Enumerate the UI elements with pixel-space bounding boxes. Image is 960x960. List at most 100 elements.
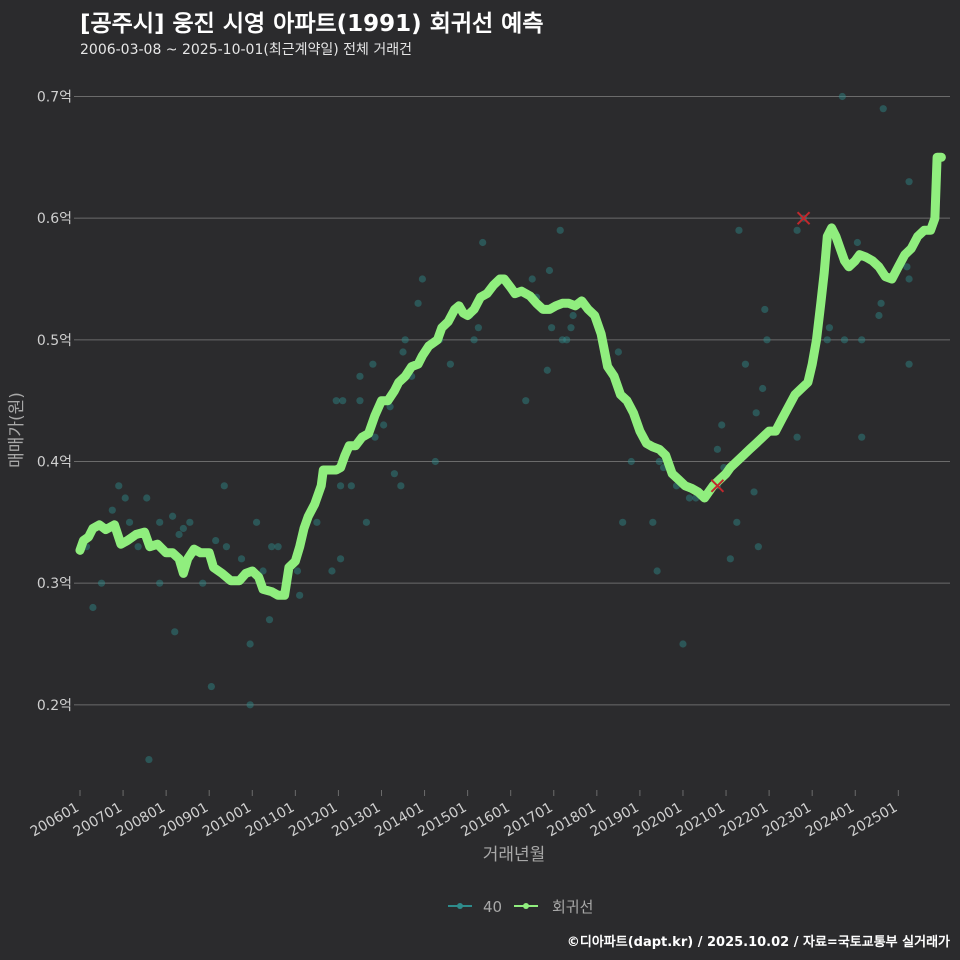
legend-item: 40 (448, 898, 502, 916)
x-tick-label: 201001 (200, 800, 254, 841)
scatter-point (543, 366, 551, 374)
scatter-point (545, 266, 554, 275)
scatter-point (793, 226, 801, 234)
scatter-point (97, 579, 106, 587)
y-axis-label: 매매가(원) (7, 392, 27, 468)
scatter-point (522, 397, 530, 405)
scatter-point (212, 536, 220, 545)
scatter-point (713, 445, 722, 453)
y-axis: 0.2억 0.3억 0.4억 0.5억 0.6억 0.7억 (37, 90, 80, 714)
x-tick-label: 200601 (28, 800, 82, 841)
x-axis-label: 거래년월 (483, 845, 546, 865)
legend-label: 회귀선 (552, 898, 593, 916)
scatter-point (328, 567, 336, 575)
x-tick-label: 202001 (631, 800, 685, 841)
scatter-point (399, 348, 407, 356)
scatter-point (763, 336, 771, 344)
scatter-point (252, 518, 261, 526)
scatter-point (89, 603, 97, 612)
x-tick-label: 202201 (717, 800, 771, 841)
scatter-series (82, 92, 913, 764)
scatter-point (401, 336, 409, 344)
scatter-point (875, 311, 883, 320)
scatter-point (558, 336, 566, 344)
scatter-point (125, 518, 134, 526)
scatter-point (750, 488, 758, 496)
x-tick-label: 201601 (458, 800, 512, 841)
x-tick-label: 202501 (846, 800, 900, 841)
scatter-point (903, 263, 911, 271)
scatter-point (121, 494, 129, 502)
scatter-point (390, 470, 399, 478)
scatter-point (655, 457, 663, 466)
scatter-point (479, 238, 487, 247)
scatter-point (823, 336, 831, 344)
x-marker-stroke (710, 479, 725, 493)
x-tick-label: 202401 (803, 800, 857, 841)
legend-label: 40 (483, 898, 502, 916)
scatter-point (685, 494, 694, 502)
marker-layer (710, 211, 811, 493)
scatter-point (380, 421, 388, 429)
x-tick-label: 201101 (243, 800, 297, 841)
x-marker (710, 479, 725, 493)
scatter-point (397, 482, 405, 490)
grid-layer (80, 96, 950, 706)
scatter-point (336, 482, 345, 490)
scatter-point (339, 397, 347, 405)
scatter-point (793, 433, 801, 441)
scatter-point (115, 482, 123, 490)
scatter-point (246, 701, 254, 709)
scatter-point (293, 567, 302, 575)
scatter-point (556, 226, 564, 234)
scatter-point (879, 105, 887, 113)
scatter-point (679, 640, 687, 648)
legend-item: 회귀선 (514, 898, 593, 916)
scatter-point (858, 433, 866, 441)
x-marker-stroke (796, 211, 811, 225)
scatter-point (156, 518, 164, 526)
scatter-point (179, 524, 187, 533)
scatter-point (446, 360, 454, 368)
scatter-point (145, 755, 153, 764)
scatter-point (877, 299, 885, 307)
legend-swatch-dot (457, 903, 463, 909)
y-tick-label: 0.2억 (37, 698, 72, 714)
scatter-point (431, 457, 439, 466)
scatter-point (347, 482, 355, 490)
scatter-point (222, 543, 231, 551)
scatter-point (362, 518, 371, 526)
scatter-point (569, 311, 577, 320)
y-tick-label: 0.6억 (37, 211, 72, 227)
scatter-point (134, 543, 142, 551)
scatter-point (336, 555, 345, 563)
x-tick-label: 201301 (329, 800, 383, 841)
regression-series (75, 152, 946, 600)
x-tick-label: 200901 (157, 800, 211, 841)
x-tick-label: 201801 (545, 800, 599, 841)
scatter-point (220, 482, 228, 490)
scatter-point (905, 275, 913, 283)
x-tick-label: 200801 (114, 800, 168, 841)
legend: 40 회귀선 (448, 898, 593, 916)
scatter-point (156, 579, 164, 587)
scatter-point (759, 384, 767, 393)
scatter-point (838, 92, 846, 101)
scatter-point (356, 397, 364, 405)
x-tick-label: 201701 (501, 800, 555, 841)
scatter-point (741, 360, 750, 368)
x-tick-label: 202301 (760, 800, 814, 841)
scatter-point (563, 336, 571, 344)
scatter-point (474, 324, 482, 332)
source-caption: ©디아파트(dapt.kr) / 2025.10.02 / 자료=국토교통부 실… (566, 935, 950, 950)
regression-line (75, 152, 946, 600)
scatter-point (199, 579, 207, 587)
x-tick-label: 202101 (674, 800, 728, 841)
scatter-point (470, 336, 478, 344)
scatter-point (143, 494, 151, 502)
scatter-point (108, 506, 116, 514)
scatter-point (186, 518, 194, 526)
x-tick-label: 201901 (588, 800, 642, 841)
scatter-point (649, 518, 657, 526)
scatter-point (733, 518, 741, 526)
